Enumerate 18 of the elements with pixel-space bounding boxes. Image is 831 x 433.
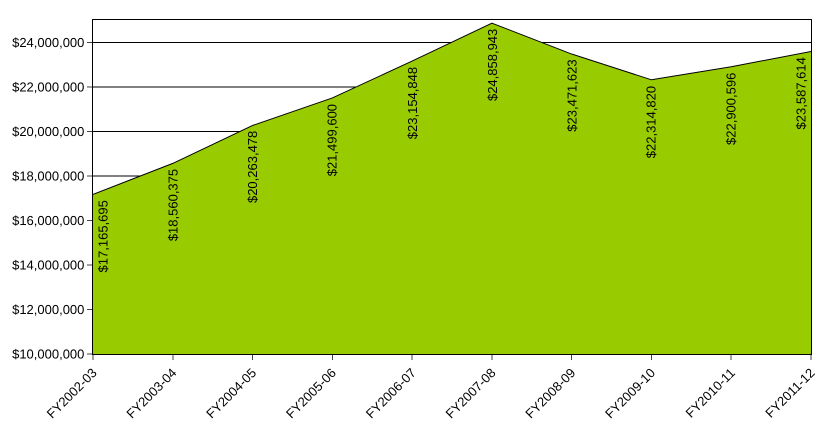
data-label: $21,499,600 — [324, 104, 340, 176]
y-tick-label: $14,000,000 — [12, 257, 84, 272]
data-label: $23,471,623 — [564, 59, 580, 132]
data-label: $22,900,596 — [723, 72, 738, 145]
data-label: $18,560,375 — [165, 168, 180, 242]
y-tick-label: $10,000,000 — [12, 346, 84, 362]
y-tick-label: $22,000,000 — [12, 79, 84, 94]
data-label: $22,314,820 — [644, 86, 659, 158]
data-label: $24,858,943 — [484, 28, 500, 102]
y-tick-label: $20,000,000 — [12, 124, 84, 139]
data-label: $23,154,848 — [405, 66, 420, 140]
data-label: $17,165,695 — [96, 200, 111, 272]
y-tick-label: $24,000,000 — [12, 34, 84, 50]
y-tick-label: $18,000,000 — [12, 168, 84, 184]
data-label: $23,587,614 — [794, 57, 809, 130]
data-label: $20,263,478 — [245, 130, 260, 204]
y-tick-label: $16,000,000 — [12, 212, 84, 228]
y-tick-label: $12,000,000 — [12, 302, 84, 318]
